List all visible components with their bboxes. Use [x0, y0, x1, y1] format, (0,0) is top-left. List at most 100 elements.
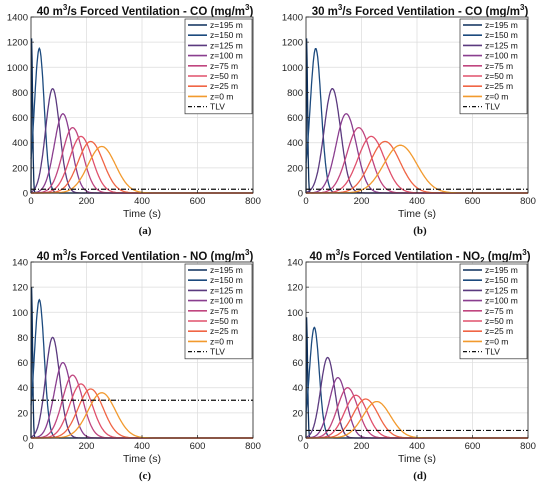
y-tick-label: 400 — [287, 138, 303, 149]
panel-label-d: (d) — [413, 470, 427, 482]
x-tick-label: 200 — [354, 441, 370, 452]
legend-label: z=0 m — [210, 91, 233, 101]
y-tick-label: 1000 — [7, 63, 28, 74]
x-tick-label: 200 — [354, 196, 370, 207]
x-tick-label: 0 — [28, 441, 33, 452]
x-tick-label: 0 — [303, 196, 308, 207]
y-tick-label: 600 — [12, 113, 28, 124]
legend-label: z=50 m — [210, 316, 238, 326]
legend-label: z=125 m — [210, 40, 243, 50]
legend-label: z=75 m — [210, 306, 238, 316]
legend-label: z=75 m — [210, 61, 238, 71]
chart-panel-d: 40 m3/s Forced Ventilation - NO2 (mg/m3)… — [275, 245, 550, 489]
x-tick-label: 800 — [520, 196, 536, 207]
legend-label: z=125 m — [210, 285, 243, 295]
y-tick-label: 0 — [23, 434, 28, 445]
line-chart-a: 0 200 400 600 800 0 200 400 600 800 1000 1200 1400 Ti… — [7, 13, 261, 221]
panel-label-b: (b) — [413, 225, 427, 237]
y-tick-label: 1400 — [282, 13, 303, 24]
line-chart-c: 0 200 400 600 800 0 20 40 60 80 100 120 140 Time (s) z… — [12, 258, 261, 466]
panel-label-c: (c) — [138, 470, 152, 482]
panel-label-a: (a) — [138, 225, 152, 237]
legend-label: z=50 m — [210, 71, 238, 81]
y-tick-label: 40 — [17, 383, 28, 394]
x-tick-label: 400 — [134, 196, 150, 207]
chart-panel-a: 40 m3/s Forced Ventilation - CO (mg/m3) … — [0, 0, 275, 244]
y-tick-label: 80 — [17, 333, 28, 344]
x-tick-label: 800 — [245, 441, 261, 452]
y-tick-label: 1400 — [7, 13, 28, 24]
y-tick-label: 140 — [287, 258, 303, 269]
x-tick-label: 0 — [303, 441, 308, 452]
x-tick-label: 400 — [409, 441, 425, 452]
x-tick-label: 400 — [134, 441, 150, 452]
chart-title-c: 40 m3/s Forced Ventilation - NO (mg/m3) — [36, 248, 254, 263]
legend-label: TLV — [485, 102, 500, 112]
y-tick-label: 600 — [287, 113, 303, 124]
y-tick-label: 0 — [298, 189, 303, 200]
legend-label: TLV — [210, 347, 225, 357]
y-tick-label: 800 — [12, 88, 28, 99]
x-tick-label: 800 — [245, 196, 261, 207]
x-tick-label: 0 — [28, 196, 33, 207]
y-tick-label: 60 — [292, 358, 303, 369]
y-tick-label: 200 — [12, 163, 28, 174]
legend-label: z=195 m — [485, 20, 518, 30]
y-tick-label: 800 — [287, 88, 303, 99]
legend-label: z=0 m — [485, 91, 508, 101]
legend-label: z=150 m — [210, 275, 243, 285]
x-axis-label: Time (s) — [398, 208, 436, 220]
y-tick-label: 20 — [292, 408, 303, 419]
legend-label: z=50 m — [485, 316, 513, 326]
y-tick-label: 100 — [12, 308, 28, 319]
legend-label: z=0 m — [210, 336, 233, 346]
legend-label: z=100 m — [485, 296, 518, 306]
legend-label: z=195 m — [210, 265, 243, 275]
y-tick-label: 80 — [292, 333, 303, 344]
chart-panel-b: 30 m3/s Forced Ventilation - CO (mg/m3) … — [275, 0, 550, 244]
legend-label: z=25 m — [485, 81, 513, 91]
legend-label: TLV — [210, 102, 225, 112]
legend-label: z=25 m — [210, 326, 238, 336]
y-tick-label: 140 — [12, 258, 28, 269]
x-tick-label: 400 — [409, 196, 425, 207]
legend-label: z=150 m — [485, 275, 518, 285]
legend-label: z=100 m — [210, 296, 243, 306]
y-tick-label: 120 — [287, 283, 303, 294]
legend-label: z=50 m — [485, 71, 513, 81]
legend-label: z=150 m — [210, 30, 243, 40]
legend-label: z=195 m — [210, 20, 243, 30]
legend-label: z=0 m — [485, 336, 508, 346]
legend-label: z=195 m — [485, 265, 518, 275]
x-tick-label: 600 — [465, 441, 481, 452]
legend-label: z=100 m — [210, 51, 243, 61]
y-tick-label: 200 — [287, 163, 303, 174]
line-chart-d: 0 200 400 600 800 0 20 40 60 80 100 120 140 Time (s) z… — [287, 258, 536, 466]
y-tick-label: 0 — [23, 189, 28, 200]
y-tick-label: 100 — [287, 308, 303, 319]
line-chart-b: 0 200 400 600 800 0 200 400 600 800 1000 1200 1400 Ti… — [282, 13, 536, 221]
y-tick-label: 120 — [12, 283, 28, 294]
x-tick-label: 800 — [520, 441, 536, 452]
chart-title-d: 40 m3/s Forced Ventilation - NO2 (mg/m3) — [309, 248, 531, 266]
y-tick-label: 0 — [298, 434, 303, 445]
legend-label: z=125 m — [485, 285, 518, 295]
y-tick-label: 60 — [17, 358, 28, 369]
legend-label: z=25 m — [485, 326, 513, 336]
legend-label: z=125 m — [485, 40, 518, 50]
legend-label: z=150 m — [485, 30, 518, 40]
y-tick-label: 20 — [17, 408, 28, 419]
x-tick-label: 200 — [79, 196, 95, 207]
x-tick-label: 600 — [190, 441, 206, 452]
x-axis-label: Time (s) — [123, 208, 161, 220]
x-tick-label: 600 — [465, 196, 481, 207]
y-tick-label: 400 — [12, 138, 28, 149]
legend-label: z=25 m — [210, 81, 238, 91]
legend-label: z=75 m — [485, 61, 513, 71]
y-tick-label: 1000 — [282, 63, 303, 74]
x-axis-label: Time (s) — [123, 453, 161, 465]
y-tick-label: 1200 — [7, 38, 28, 49]
chart-panel-c: 40 m3/s Forced Ventilation - NO (mg/m3) … — [0, 245, 275, 489]
y-tick-label: 1200 — [282, 38, 303, 49]
x-tick-label: 600 — [190, 196, 206, 207]
